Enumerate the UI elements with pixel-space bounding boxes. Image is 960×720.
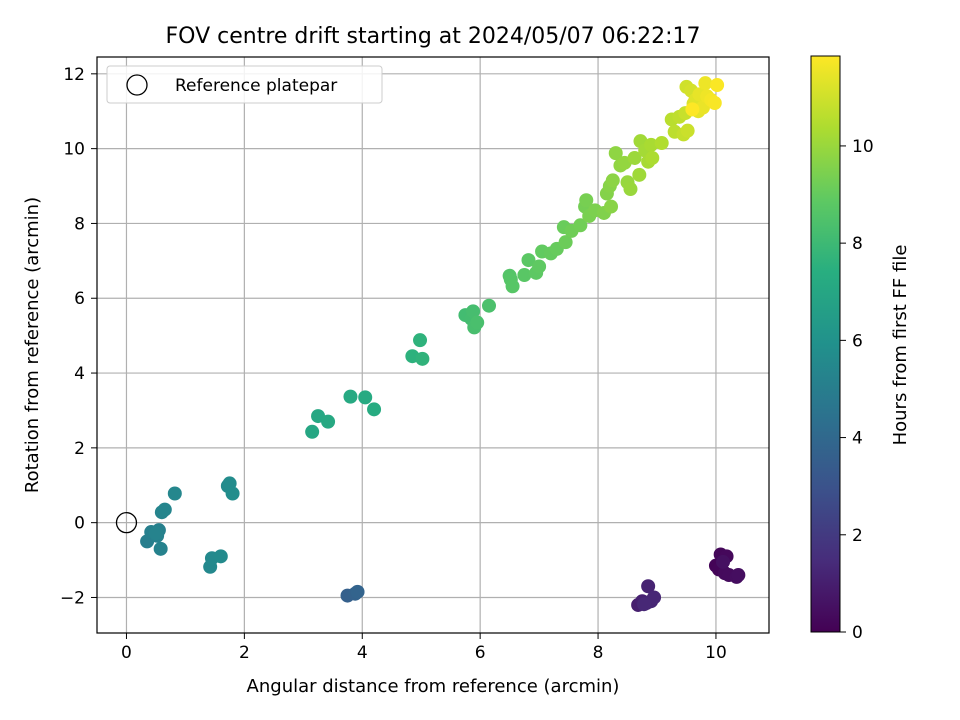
y-tick-label: 0 (74, 514, 85, 534)
scatter-point (604, 199, 619, 214)
y-axis-label: Rotation from reference (arcmin) (22, 197, 43, 493)
scatter-point (213, 549, 228, 564)
scatter-point (153, 541, 168, 556)
scatter-point (350, 584, 365, 599)
x-tick-label: 0 (121, 643, 132, 663)
scatter-point (632, 167, 647, 182)
legend: Reference platepar (106, 65, 383, 104)
y-tick-label: 2 (74, 439, 85, 459)
legend-marker-circle (126, 74, 148, 96)
scatter-point (641, 579, 656, 594)
scatter-point (470, 315, 485, 330)
scatter-point (521, 253, 536, 268)
scatter-point (148, 526, 163, 541)
x-axis-ticks: 0 2 4 6 8 10 (121, 633, 727, 663)
colorbar-tick-label: 10 (852, 137, 874, 157)
scatter-point (367, 402, 382, 417)
scatter-point (482, 298, 496, 313)
colorbar-label: Hours from first FF file (890, 245, 911, 446)
chart-title: FOV centre drift starting at 2024/05/07 … (166, 24, 701, 49)
scatter-point (731, 568, 746, 583)
y-tick-label: 12 (63, 65, 85, 85)
y-tick-label: 10 (63, 140, 85, 160)
x-tick-label: 10 (705, 643, 727, 663)
scatter-point (157, 502, 172, 517)
legend-box (106, 65, 383, 104)
legend-entry-reference: Reference platepar (175, 76, 337, 96)
scatter-point (698, 76, 713, 91)
y-tick-label: 4 (74, 364, 85, 384)
x-axis-label: Angular distance from reference (arcmin) (247, 676, 620, 697)
colorbar-tick-label: 2 (852, 526, 863, 546)
scatter-point (710, 78, 725, 93)
scatter-point (579, 193, 594, 208)
colorbar-gradient (810, 55, 841, 633)
y-tick-label: 8 (74, 214, 85, 234)
reference-marker (115, 512, 138, 534)
scatter-point (627, 150, 642, 165)
x-tick-label: 2 (239, 643, 250, 663)
scatter-points (140, 76, 746, 612)
scatter-point (680, 123, 695, 138)
scatter-point (225, 486, 240, 501)
y-tick-label: −2 (60, 588, 85, 608)
colorbar-tick-label: 6 (852, 331, 863, 351)
scatter-point (532, 259, 547, 274)
colorbar: 0 2 4 6 8 10 Hours from first FF file (810, 55, 911, 643)
x-tick-label: 8 (593, 643, 604, 663)
scatter-point (505, 279, 520, 294)
scatter-point (343, 389, 358, 404)
scatter-point (716, 554, 731, 569)
scatter-point (321, 414, 336, 429)
scatter-point (685, 102, 700, 117)
colorbar-ticks: 0 2 4 6 8 10 (840, 137, 874, 643)
scatter-point (707, 96, 722, 111)
scatter-point (647, 590, 662, 605)
colorbar-tick-label: 4 (852, 429, 863, 449)
x-tick-label: 6 (475, 643, 486, 663)
scatter-point (644, 137, 659, 152)
scatter-point (466, 304, 481, 319)
scatter-point (608, 146, 623, 161)
scatter-point (645, 150, 660, 165)
scatter-point (517, 268, 532, 283)
colorbar-tick-label: 8 (852, 234, 863, 254)
scatter-point (558, 235, 573, 250)
scatter-point (167, 486, 182, 501)
reference-platepar-marker (115, 512, 138, 534)
scatter-point (637, 597, 652, 612)
scatter-point (358, 390, 373, 405)
scatter-point (623, 182, 638, 197)
scatter-point (305, 424, 320, 439)
y-tick-label: 6 (74, 289, 85, 309)
scatter-point (415, 351, 430, 366)
y-axis-ticks: −2 0 2 4 6 8 10 12 (60, 65, 97, 608)
scatter-point (605, 173, 620, 188)
x-tick-label: 4 (357, 643, 368, 663)
scatter-point (573, 218, 588, 233)
colorbar-tick-label: 0 (852, 623, 863, 643)
scatter-point (654, 136, 669, 151)
plot-frame (96, 56, 770, 634)
scatter-point (413, 333, 428, 348)
